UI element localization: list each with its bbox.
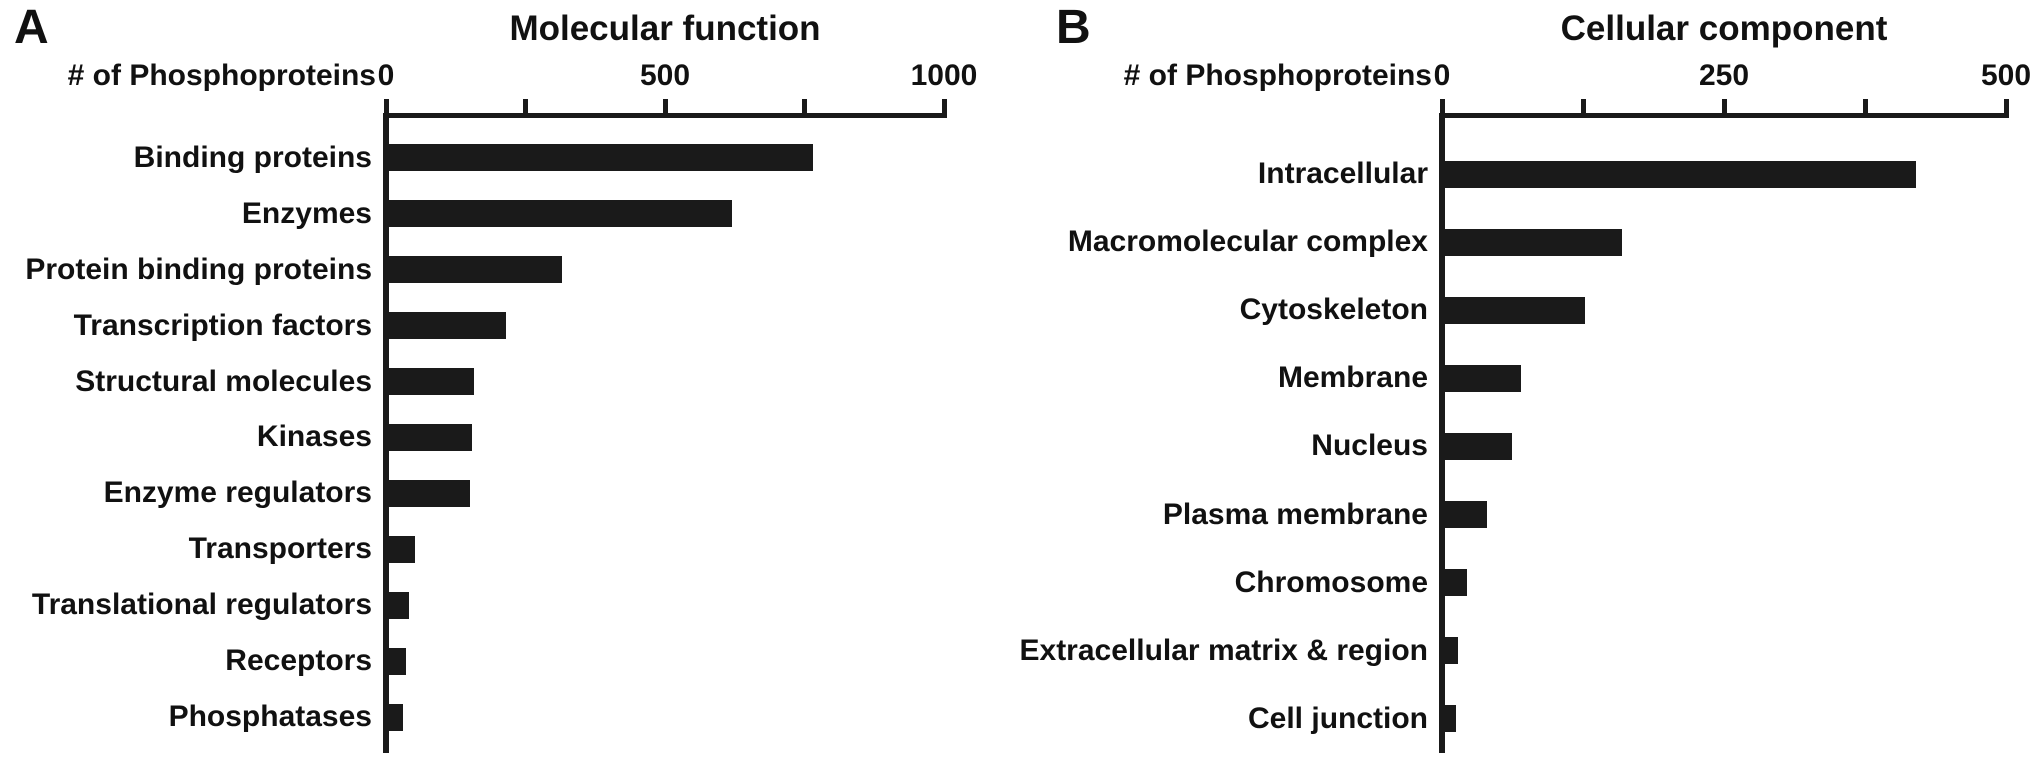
category-label: Intracellular [1257, 157, 1428, 191]
panel-cellular-component: B Cellular component # of Phosphoprotein… [1016, 0, 2031, 773]
bar-row: Extracellular matrix & region [1016, 617, 2031, 685]
bar-row: Kinases [0, 410, 1015, 466]
bar-row: Transcription factors [0, 298, 1015, 354]
panel-letter: B [1056, 1, 1092, 54]
bar [1442, 364, 1521, 392]
bar-row: Protein binding proteins [0, 242, 1015, 298]
x-axis-line [1439, 113, 2009, 118]
category-label: Enzymes [241, 196, 372, 230]
bar-row: Binding proteins [0, 130, 1015, 186]
bar-row: Membrane [1016, 344, 2031, 412]
category-label: Kinases [256, 420, 372, 454]
category-label: Plasma membrane [1162, 497, 1428, 531]
bar-row: Enzyme regulators [0, 465, 1015, 521]
bar-row: Chromosome [1016, 549, 2031, 617]
bar-row: Phosphatases [0, 689, 1015, 745]
bar-row: Plasma membrane [1016, 481, 2031, 549]
chart-title: Molecular function [509, 9, 821, 48]
chart-title: Cellular component [1560, 9, 1888, 48]
x-tick-label: 250 [1698, 59, 1750, 92]
category-label: Structural molecules [75, 364, 372, 398]
bar [1442, 296, 1586, 324]
category-label: Transporters [188, 532, 372, 566]
bar [386, 535, 416, 563]
x-axis-tick [1439, 99, 1445, 113]
category-label: Chromosome [1234, 565, 1428, 599]
x-axis-tick [383, 99, 389, 113]
bar [386, 200, 732, 228]
x-axis-label: # of Phosphoproteins [67, 59, 376, 92]
x-tick-label: 500 [639, 59, 691, 92]
bar-row: Nucleus [1016, 412, 2031, 480]
bar [386, 423, 473, 451]
x-axis-label: # of Phosphoproteins [1123, 59, 1432, 92]
x-tick-label: 1000 [910, 59, 978, 92]
panel-letter: A [14, 1, 50, 54]
category-label: Protein binding proteins [25, 252, 372, 286]
bar [1442, 501, 1488, 529]
category-label: Binding proteins [133, 140, 372, 174]
category-label: Membrane [1277, 361, 1428, 395]
x-axis-tick [662, 99, 668, 113]
x-axis-tick [2003, 99, 2009, 113]
x-tick-label: 500 [1980, 59, 2031, 92]
bar [386, 312, 506, 340]
bar [386, 256, 562, 284]
bar [1442, 228, 1623, 256]
bar [1442, 637, 1458, 665]
bar [386, 591, 410, 619]
x-tick-label: 0 [377, 59, 395, 92]
category-label: Phosphatases [168, 700, 372, 734]
bar-row: Enzymes [0, 186, 1015, 242]
category-label: Translational regulators [31, 588, 372, 622]
bar [386, 703, 403, 731]
x-axis-tick [802, 99, 807, 113]
panel-molecular-function: A Molecular function # of Phosphoprotein… [0, 0, 1015, 773]
bar [1442, 160, 1916, 188]
category-label: Enzyme regulators [103, 476, 372, 510]
bar-row: Intracellular [1016, 140, 2031, 208]
bar [386, 479, 470, 507]
category-label: Nucleus [1311, 429, 1428, 463]
x-axis-line [383, 113, 947, 118]
bar-row: Cytoskeleton [1016, 276, 2031, 344]
x-axis-tick [1862, 99, 1868, 113]
bar-row: Transporters [0, 521, 1015, 577]
x-axis-tick [941, 99, 947, 113]
category-label: Receptors [225, 644, 372, 678]
bar-row: Receptors [0, 633, 1015, 689]
category-label: Macromolecular complex [1067, 225, 1428, 259]
bar-row: Macromolecular complex [1016, 208, 2031, 276]
bar-row: Translational regulators [0, 577, 1015, 633]
category-label: Cytoskeleton [1239, 293, 1428, 327]
bar [386, 647, 407, 675]
bar [386, 368, 474, 396]
x-axis-tick [1721, 99, 1727, 113]
bar-rows: Intracellular Macromolecular complex Cytos… [1016, 118, 2031, 753]
bar [1442, 705, 1456, 733]
bar-row: Cell junction [1016, 685, 2031, 753]
bar [1442, 569, 1467, 597]
category-label: Transcription factors [73, 308, 372, 342]
bar [1442, 432, 1512, 460]
x-tick-label: 0 [1433, 59, 1451, 92]
category-label: Extracellular matrix & region [1019, 633, 1429, 667]
bar-rows: Binding proteins Enzymes Protein binding p… [0, 118, 1015, 753]
category-label: Cell junction [1248, 701, 1428, 735]
x-axis-tick [523, 99, 528, 113]
bar [386, 144, 813, 172]
x-axis-tick [1580, 99, 1586, 113]
bar-row: Structural molecules [0, 354, 1015, 410]
